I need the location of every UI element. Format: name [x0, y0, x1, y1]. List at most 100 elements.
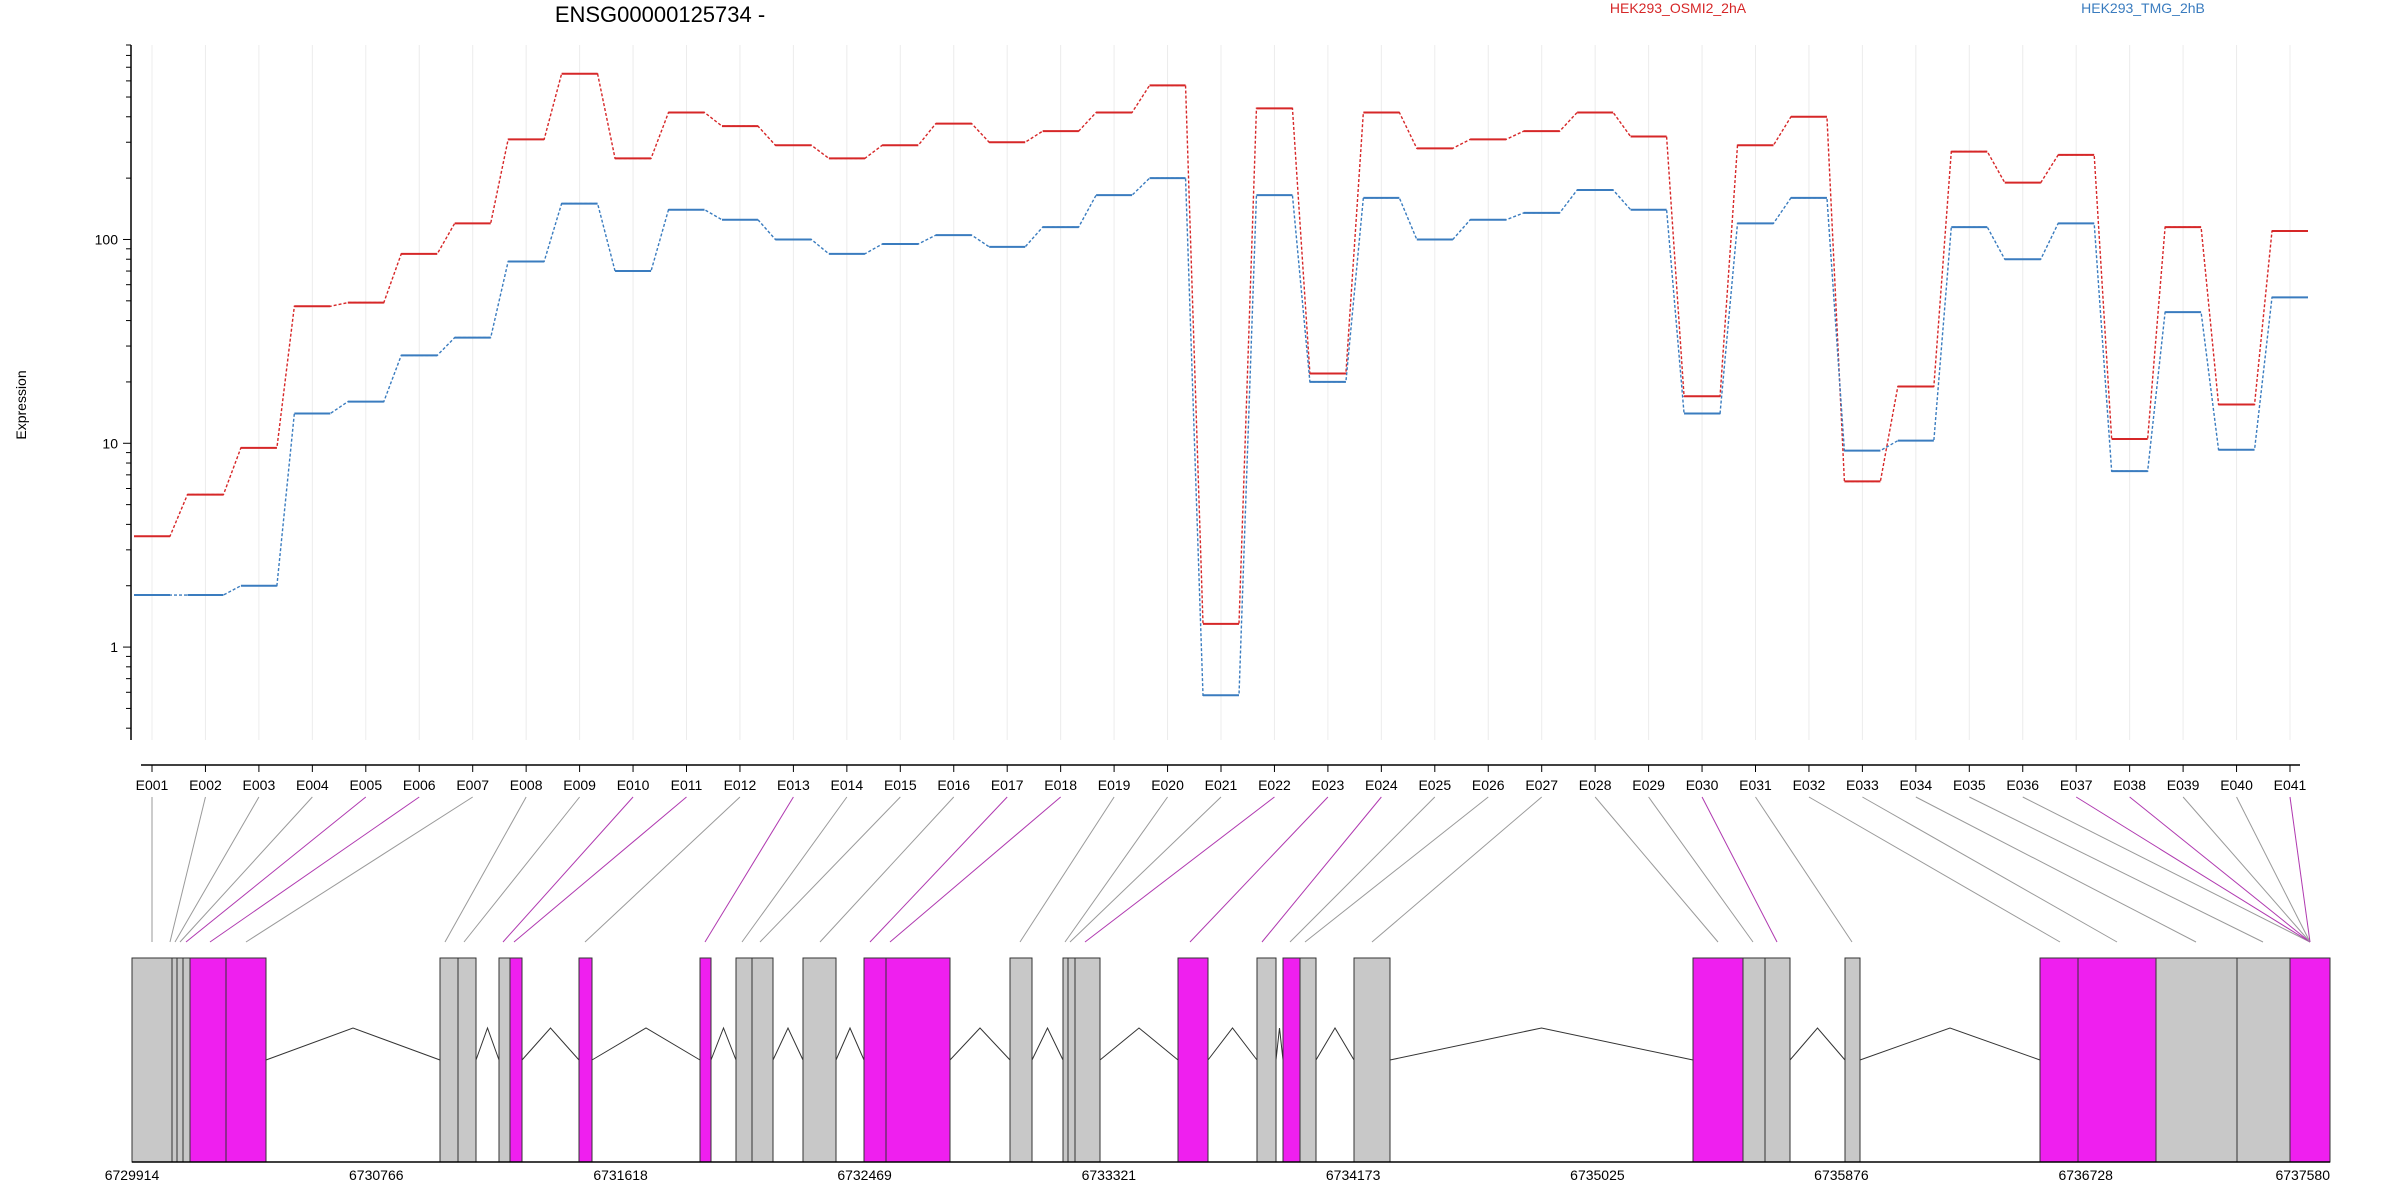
- connector-E033: [1862, 796, 2118, 943]
- connector-E027: [1371, 796, 1543, 943]
- connector-E029: [1648, 796, 1754, 943]
- x-tick-label: E015: [884, 777, 917, 793]
- x-tick-label: E007: [456, 777, 489, 793]
- exon-block: [1692, 957, 1744, 1163]
- x-tick-label: E037: [2060, 777, 2093, 793]
- x-tick-label: E019: [1098, 777, 1131, 793]
- grid-lines: [151, 45, 2291, 740]
- y-tick-label: 1: [110, 639, 118, 655]
- exon-block: [189, 957, 227, 1163]
- connector-E026: [1304, 796, 1489, 943]
- x-tick-label: E016: [937, 777, 970, 793]
- x-tick-label: E026: [1472, 777, 1505, 793]
- x-tick-label: E022: [1258, 777, 1291, 793]
- x-tick-label: E024: [1365, 777, 1398, 793]
- coordinate-label: 6735025: [1570, 1167, 1625, 1183]
- x-tick-label: E012: [724, 777, 757, 793]
- connector-E016: [819, 796, 955, 943]
- x-tick-label: E017: [991, 777, 1024, 793]
- connector-E036: [2022, 796, 2311, 943]
- x-tick-label: E010: [617, 777, 650, 793]
- exon-block: [182, 957, 191, 1163]
- exon-block: [751, 957, 774, 1163]
- exon-block: [1299, 957, 1317, 1163]
- connector-E022: [1084, 796, 1275, 943]
- connector-E019: [1019, 796, 1115, 943]
- intron-line: [591, 1027, 701, 1061]
- connector-E014: [741, 796, 848, 943]
- x-tick-label: E041: [2274, 777, 2307, 793]
- connector-E002: [169, 796, 206, 943]
- exon-block: [2236, 957, 2291, 1163]
- intron-line: [1789, 1027, 1846, 1061]
- x-tick-label: E023: [1312, 777, 1345, 793]
- x-axis: E001 E002 E003 E004 E005 E006 E007 E008 E009 E010…: [136, 764, 2307, 793]
- connector-E034: [1915, 796, 2197, 943]
- legend-series-2: HEK293_TMG_2hB: [2081, 0, 2205, 16]
- y-axis-label: Expression: [13, 370, 29, 439]
- intron-line: [772, 1026, 804, 1061]
- connector-E035: [1969, 796, 2264, 943]
- x-tick-label: E003: [243, 777, 276, 793]
- x-tick-label: E039: [2167, 777, 2200, 793]
- intron-line: [1275, 1027, 1284, 1061]
- legend-series-1: HEK293_OSMI2_2hA: [1610, 0, 1747, 16]
- x-tick-label: E006: [403, 777, 436, 793]
- intron-line: [1099, 1027, 1179, 1061]
- exon-block: [176, 957, 184, 1163]
- connector-E003: [174, 796, 260, 943]
- exon-blocks: [131, 957, 2331, 1163]
- intron-line: [1207, 1027, 1258, 1061]
- x-tick-label: E021: [1205, 777, 1238, 793]
- x-tick-label: E028: [1579, 777, 1612, 793]
- coordinate-label: 6734173: [1326, 1167, 1381, 1183]
- connector-E013: [704, 796, 794, 943]
- exon-block: [863, 957, 887, 1163]
- intron-line: [1031, 1026, 1064, 1061]
- exon-block: [699, 957, 712, 1163]
- exon-block: [1074, 957, 1101, 1163]
- coordinate-label: 6737580: [2275, 1167, 2330, 1183]
- intron-line: [1859, 1027, 2041, 1061]
- y-tick-label: 100: [95, 231, 119, 247]
- series-2: [134, 177, 2308, 697]
- intron-line: [521, 1027, 580, 1061]
- x-tick-label: E031: [1739, 777, 1772, 793]
- exon-block: [1256, 957, 1277, 1163]
- coordinate-label: 6732469: [837, 1167, 892, 1183]
- connector-E007: [245, 796, 473, 943]
- connector-E020: [1064, 796, 1168, 943]
- coordinate-label: 6736728: [2058, 1167, 2113, 1183]
- exon-block: [457, 957, 477, 1163]
- x-tick-label: E009: [563, 777, 596, 793]
- x-tick-label: E013: [777, 777, 810, 793]
- connector-E011: [513, 796, 687, 943]
- connector-E006: [209, 796, 420, 943]
- exon-block: [1742, 957, 1766, 1163]
- exon-block: [509, 957, 523, 1163]
- x-tick-label: E011: [671, 777, 703, 793]
- intron-line: [949, 1027, 1011, 1061]
- connector-E004: [179, 796, 313, 943]
- x-tick-label: E040: [2220, 777, 2253, 793]
- connector-E032: [1808, 796, 2061, 943]
- connector-E010: [502, 796, 634, 943]
- intron-line: [475, 1026, 500, 1061]
- connector-E015: [759, 796, 901, 943]
- exon-block: [1353, 957, 1391, 1163]
- x-tick-label: E008: [510, 777, 543, 793]
- x-tick-label: E036: [2006, 777, 2039, 793]
- intron-lines: [265, 1026, 2041, 1061]
- chart-title: ENSG00000125734 -: [555, 2, 765, 27]
- connector-E040: [2236, 796, 2311, 943]
- connector-E017: [869, 796, 1008, 943]
- connector-E023: [1189, 796, 1329, 943]
- connector-E028: [1594, 796, 1719, 943]
- exon-block: [131, 957, 173, 1163]
- connector-E041: [2289, 796, 2311, 943]
- connector-E031: [1755, 796, 1853, 943]
- x-tick-label: E020: [1151, 777, 1184, 793]
- connector-E030: [1701, 796, 1778, 943]
- x-tick-label: E025: [1418, 777, 1451, 793]
- exon-block: [1009, 957, 1033, 1163]
